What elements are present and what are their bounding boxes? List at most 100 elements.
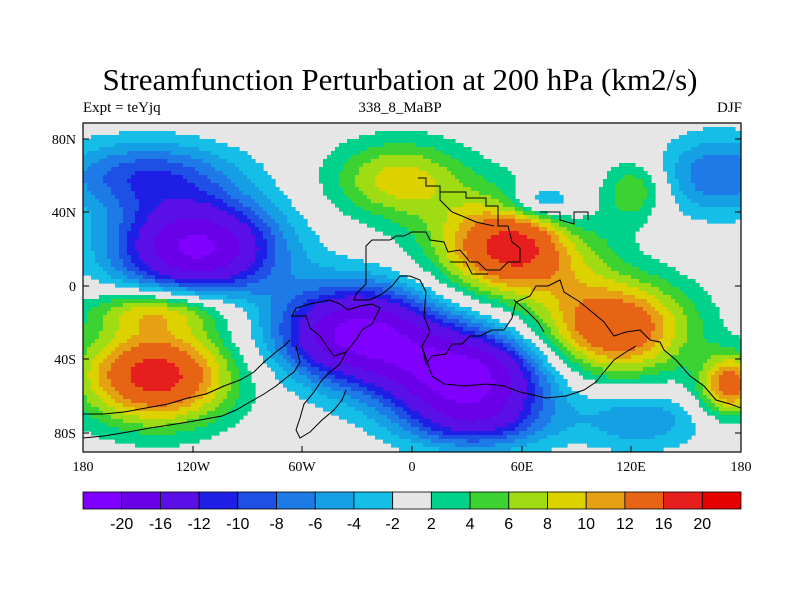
field-cell	[175, 247, 180, 252]
field-cell	[711, 191, 716, 196]
field-cell	[511, 291, 516, 296]
field-cell	[155, 147, 160, 152]
field-cell	[175, 147, 180, 152]
field-cell	[671, 267, 676, 272]
field-cell	[307, 283, 312, 288]
field-cell	[643, 175, 648, 180]
field-cell	[379, 283, 384, 288]
field-cell	[415, 283, 420, 288]
field-cell	[275, 187, 280, 192]
field-cell	[679, 171, 684, 176]
field-cell	[223, 271, 228, 276]
field-cell	[167, 227, 172, 232]
field-cell	[99, 243, 104, 248]
field-cell	[87, 151, 92, 156]
field-cell	[159, 131, 164, 136]
field-cell	[319, 267, 324, 272]
field-cell	[447, 211, 452, 216]
field-cell	[99, 143, 104, 148]
field-cell	[623, 195, 628, 200]
field-cell	[95, 147, 100, 152]
field-cell	[187, 223, 192, 228]
field-cell	[431, 207, 436, 212]
field-cell	[175, 179, 180, 184]
field-cell	[719, 155, 724, 160]
field-cell	[123, 187, 128, 192]
field-cell	[703, 291, 708, 296]
field-cell	[631, 275, 636, 280]
field-cell	[415, 167, 420, 172]
field-cell	[183, 271, 188, 276]
field-cell	[419, 155, 424, 160]
field-cell	[199, 207, 204, 212]
field-cell	[563, 231, 568, 236]
field-cell	[183, 163, 188, 168]
field-cell	[127, 219, 132, 224]
field-cell	[527, 231, 532, 236]
field-cell	[495, 279, 500, 284]
field-cell	[591, 227, 596, 232]
field-cell	[151, 267, 156, 272]
field-cell	[651, 275, 656, 280]
field-cell	[211, 179, 216, 184]
field-cell	[271, 231, 276, 236]
field-cell	[351, 163, 356, 168]
field-cell	[523, 275, 528, 280]
field-cell	[495, 171, 500, 176]
field-cell	[127, 267, 132, 272]
field-cell	[563, 239, 568, 244]
field-cell	[83, 199, 88, 204]
field-cell	[175, 279, 180, 284]
field-cell	[459, 267, 464, 272]
field-cell	[163, 155, 168, 160]
field-cell	[107, 203, 112, 208]
field-cell	[127, 131, 132, 136]
field-cell	[91, 203, 96, 208]
field-cell	[427, 291, 432, 296]
field-cell	[443, 227, 448, 232]
field-cell	[699, 135, 704, 140]
field-cell	[363, 287, 368, 292]
field-cell	[395, 135, 400, 140]
field-cell	[635, 255, 640, 260]
field-cell	[635, 207, 640, 212]
field-cell	[611, 283, 616, 288]
field-cell	[731, 199, 736, 204]
field-cell	[127, 143, 132, 148]
field-cell	[175, 211, 180, 216]
field-cell	[103, 199, 108, 204]
field-cell	[595, 291, 600, 296]
field-cell	[679, 283, 684, 288]
field-cell	[427, 187, 432, 192]
field-cell	[463, 183, 468, 188]
field-cell	[391, 227, 396, 232]
field-cell	[471, 175, 476, 180]
field-cell	[475, 235, 480, 240]
field-cell	[335, 263, 340, 268]
field-cell	[455, 199, 460, 204]
field-cell	[587, 247, 592, 252]
field-cell	[695, 191, 700, 196]
field-cell	[291, 291, 296, 296]
field-cell	[615, 279, 620, 284]
field-cell	[283, 203, 288, 208]
field-cell	[115, 263, 120, 268]
field-cell	[511, 287, 516, 292]
field-cell	[723, 127, 728, 132]
field-cell	[367, 171, 372, 176]
field-cell	[631, 203, 636, 208]
field-cell	[443, 199, 448, 204]
field-cell	[371, 143, 376, 148]
field-cell	[107, 187, 112, 192]
field-cell	[471, 155, 476, 160]
field-cell	[735, 131, 740, 136]
field-cell	[343, 151, 348, 156]
field-cell	[211, 163, 216, 168]
field-cell	[247, 159, 252, 164]
field-cell	[359, 139, 364, 144]
field-cell	[631, 219, 636, 224]
field-cell	[411, 227, 416, 232]
field-cell	[495, 187, 500, 192]
field-cell	[175, 255, 180, 260]
field-cell	[571, 275, 576, 280]
